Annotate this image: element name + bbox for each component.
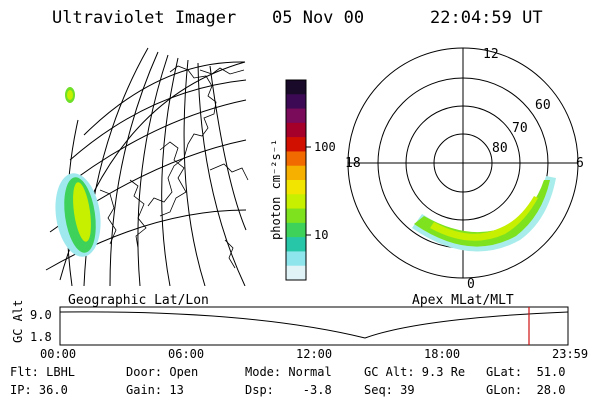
mlt-label-12: 12 [483,47,499,62]
info-seq: Seq: 39 [364,383,415,397]
mlat-label-60: 60 [535,98,551,113]
colorbar-segment [286,251,306,267]
info-door: Door: Open [126,365,199,379]
time-label: 22:04:59 UT [430,8,543,28]
colorbar-segment [286,265,306,281]
timeline-xtick-0000: 00:00 [40,347,77,361]
info-filter: Flt: LBHL [10,365,76,379]
colorbar-segment [286,222,306,238]
mlt-label-18: 18 [345,156,361,171]
info-dsp: Dsp: -3.8 [245,383,332,397]
timeline-ytick-1-8: 1.8 [30,330,52,344]
colorbar-segment [286,151,306,167]
timeline-xtick-1200: 12:00 [296,347,333,361]
timeline-xtick-0600: 06:00 [168,347,205,361]
aurora-oval-right [412,176,556,252]
colorbar-segment [286,237,306,252]
instrument-title: Ultraviolet Imager [52,8,237,28]
colorbar-segment [286,165,306,181]
colorbar-segment [286,137,306,152]
mlat-label-70: 70 [512,121,528,136]
timeline-xtick-2359: 23:59 [552,347,589,361]
coastlines [99,65,249,269]
info-glat: GLat: 51.0 [486,365,566,379]
colorbar-segment [286,122,306,138]
info-glon: GLon: 28.0 [486,383,566,397]
apex-panel-label: Apex MLat/MLT [412,293,514,308]
mlat-label-80: 80 [492,141,508,156]
colorbar-segment [286,80,306,95]
geographic-panel-label: Geographic Lat/Lon [68,293,209,308]
colorbar-segment [286,108,306,124]
aurora-emission-left [55,87,101,257]
info-mode: Mode: Normal [245,365,332,379]
colorbar-segment [286,180,306,195]
info-ip: IP: 36.0 [10,383,68,397]
mlt-label-0: 0 [467,277,475,292]
colorbar-tick-10: 10 [314,228,329,242]
colorbar-segment [286,208,306,224]
colorbar-segment [286,94,306,110]
mlt-label-6: 6 [576,156,584,171]
colorbar-tick-100: 100 [314,140,336,154]
timeline-ytick-9: 9.0 [30,308,52,322]
colorbar-segment [286,194,306,210]
info-gc-alt: GC Alt: 9.3 Re [364,365,466,379]
info-gain: Gain: 13 [126,383,184,397]
date-label: 05 Nov 00 [272,8,365,28]
timeline-ylabel: GC Alt [11,299,25,343]
timeline-xtick-1800: 18:00 [424,347,461,361]
